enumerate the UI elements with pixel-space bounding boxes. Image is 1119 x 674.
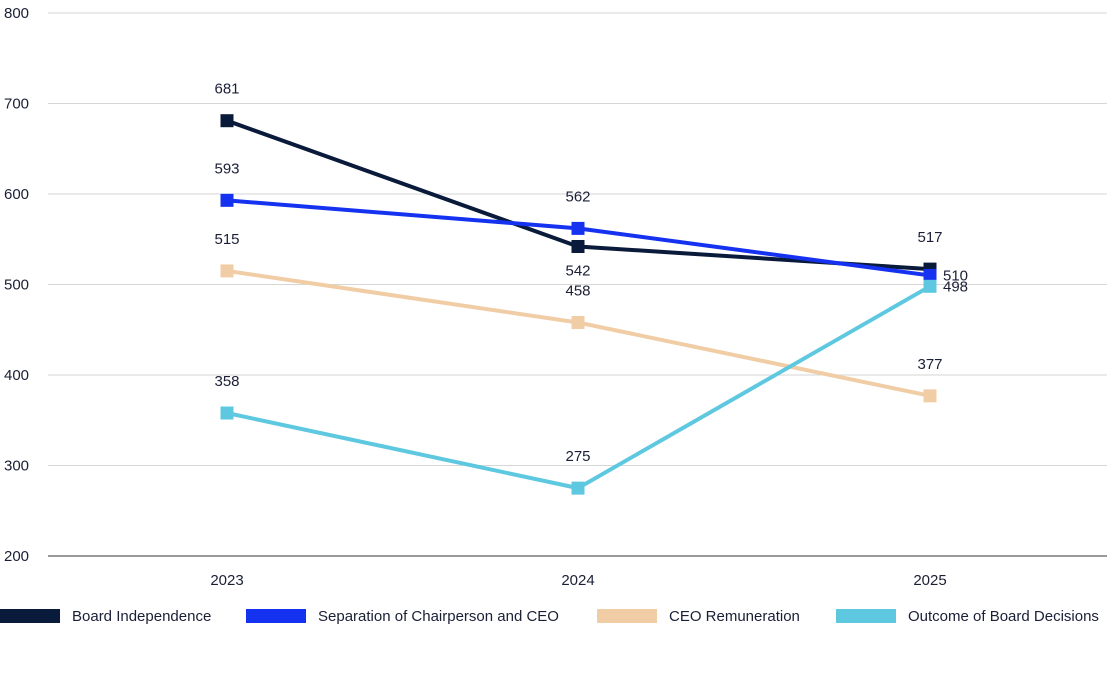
legend-item-outcome-of-board-decisions: Outcome of Board Decisions <box>836 604 1099 628</box>
legend-swatch <box>836 609 896 623</box>
legend-item-ceo-remuneration: CEO Remuneration <box>597 604 800 628</box>
legend: Board Independence Separation of Chairpe… <box>0 604 1119 628</box>
data-point-separation-of-chairperson-and-ceo <box>220 193 234 207</box>
legend-label: Separation of Chairperson and CEO <box>318 607 559 625</box>
data-point-separation-of-chairperson-and-ceo <box>923 268 937 282</box>
data-point-outcome-of-board-decisions <box>571 481 585 495</box>
line-chart: 200 300 400 500 600 700 800 2023 2024 2025 681 54… <box>4 5 1107 589</box>
legend-label: CEO Remuneration <box>669 607 800 625</box>
data-label: 358 <box>214 373 239 390</box>
y-tick-label: 300 <box>4 458 29 475</box>
data-label: 593 <box>214 160 239 177</box>
legend-item-board-independence: Board Independence <box>0 604 211 628</box>
data-point-outcome-of-board-decisions <box>923 279 937 293</box>
data-label: 542 <box>565 262 590 279</box>
y-tick-label: 400 <box>4 367 29 384</box>
data-point-ceo-remuneration <box>220 264 234 278</box>
legend-label: Board Independence <box>72 607 212 625</box>
data-point-ceo-remuneration <box>571 316 585 330</box>
x-tick-label: 2024 <box>561 572 594 589</box>
legend-swatch <box>0 609 60 623</box>
legend-item-separation-of-chairperson-and-ceo: Separation of Chairperson and CEO <box>246 604 559 628</box>
data-label: 275 <box>565 448 590 465</box>
data-labels: 681 542 517 593 562 510 515 458 377 358 275 498 <box>214 81 968 465</box>
y-tick-label: 800 <box>4 5 29 22</box>
data-label: 498 <box>943 278 968 295</box>
y-axis-ticks: 200 300 400 500 600 700 800 <box>4 5 29 565</box>
y-tick-label: 600 <box>4 186 29 203</box>
data-label: 510 <box>943 267 968 284</box>
legend-label: Outcome of Board Decisions <box>908 607 1099 625</box>
y-tick-label: 200 <box>4 548 29 565</box>
data-point-ceo-remuneration <box>923 389 937 403</box>
data-point-separation-of-chairperson-and-ceo <box>571 221 585 235</box>
legend-swatch <box>246 609 306 623</box>
data-label: 377 <box>917 356 942 373</box>
data-point-board-independence <box>220 114 234 128</box>
series-markers <box>220 114 937 495</box>
data-label: 681 <box>214 81 239 98</box>
data-point-board-independence <box>571 239 585 253</box>
x-tick-label: 2023 <box>210 572 243 589</box>
data-label: 515 <box>214 231 239 248</box>
x-tick-label: 2025 <box>913 572 946 589</box>
legend-swatch <box>597 609 657 623</box>
data-label: 458 <box>565 283 590 300</box>
y-tick-label: 700 <box>4 96 29 113</box>
data-point-outcome-of-board-decisions <box>220 406 234 420</box>
series-lines <box>226 118 931 491</box>
data-label: 562 <box>565 188 590 205</box>
x-axis-ticks: 2023 2024 2025 <box>210 572 946 589</box>
data-label: 517 <box>917 229 942 246</box>
y-tick-label: 500 <box>4 277 29 294</box>
